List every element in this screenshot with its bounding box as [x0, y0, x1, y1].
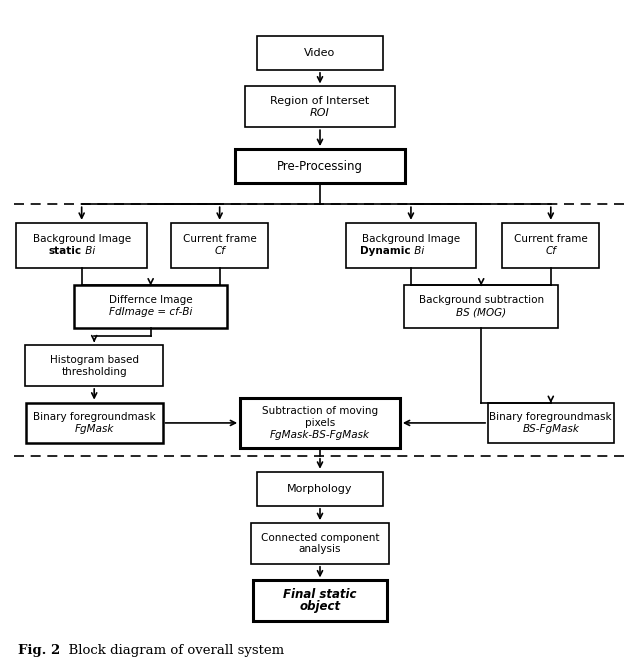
Text: Current frame: Current frame [183, 234, 257, 244]
Text: Dynamic: Dynamic [360, 246, 411, 256]
Text: BS (MOG): BS (MOG) [456, 307, 506, 317]
FancyBboxPatch shape [25, 345, 163, 386]
Text: Background subtraction: Background subtraction [419, 296, 544, 306]
FancyBboxPatch shape [240, 398, 400, 448]
FancyBboxPatch shape [251, 523, 389, 564]
FancyBboxPatch shape [26, 403, 163, 444]
Text: FgMask-BS-FgMask: FgMask-BS-FgMask [270, 430, 370, 439]
Text: Binary foregroundmask: Binary foregroundmask [33, 412, 156, 422]
FancyBboxPatch shape [236, 149, 404, 183]
FancyBboxPatch shape [253, 581, 387, 621]
FancyBboxPatch shape [502, 222, 600, 267]
Text: Background Image: Background Image [362, 234, 460, 244]
Text: Histogram based: Histogram based [50, 355, 139, 365]
FancyBboxPatch shape [404, 285, 558, 328]
Text: Cf: Cf [214, 246, 225, 256]
Text: Bi: Bi [411, 246, 424, 256]
Text: Region of Interset: Region of Interset [270, 96, 370, 106]
Text: Fig. 2: Fig. 2 [18, 644, 60, 657]
Text: Block diagram of overall system: Block diagram of overall system [60, 644, 284, 657]
Text: static: static [49, 246, 82, 256]
FancyBboxPatch shape [74, 285, 227, 328]
Text: FgMask: FgMask [74, 424, 114, 434]
FancyBboxPatch shape [257, 36, 383, 70]
Text: Binary foregroundmask: Binary foregroundmask [490, 412, 612, 422]
Text: analysis: analysis [299, 544, 341, 554]
Text: Pre-Processing: Pre-Processing [277, 159, 363, 173]
Text: thresholding: thresholding [61, 366, 127, 376]
FancyBboxPatch shape [244, 87, 396, 127]
Text: Morphology: Morphology [287, 484, 353, 494]
Text: ROI: ROI [310, 108, 330, 118]
FancyBboxPatch shape [17, 222, 147, 267]
Text: Video: Video [305, 48, 335, 58]
Text: Background Image: Background Image [33, 234, 131, 244]
FancyBboxPatch shape [257, 472, 383, 506]
Text: pixels: pixels [305, 418, 335, 428]
Text: Connected component: Connected component [260, 532, 380, 542]
Text: Final static: Final static [284, 588, 356, 601]
Text: Bi: Bi [82, 246, 95, 256]
Text: Current frame: Current frame [514, 234, 588, 244]
FancyBboxPatch shape [171, 222, 268, 267]
FancyBboxPatch shape [346, 222, 476, 267]
Text: object: object [300, 600, 340, 613]
Text: BS-FgMask: BS-FgMask [522, 424, 579, 434]
Text: Cf: Cf [545, 246, 556, 256]
Text: Differnce Image: Differnce Image [109, 296, 193, 306]
FancyBboxPatch shape [488, 403, 614, 444]
Text: FdImage = cf-Bi: FdImage = cf-Bi [109, 307, 193, 317]
Text: Subtraction of moving: Subtraction of moving [262, 406, 378, 416]
